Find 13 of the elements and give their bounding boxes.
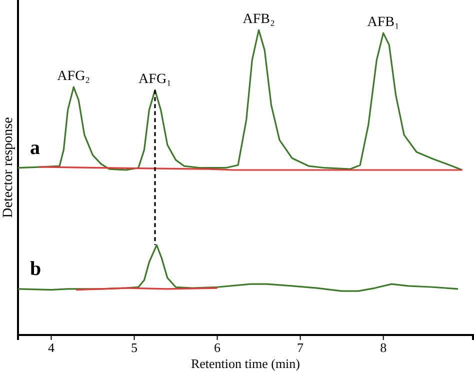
x-tick-label: 6 [214,340,222,356]
annotation: AFB₁ [367,15,400,30]
series-label: b [30,258,42,280]
y-axis-title: Detector response [1,117,16,218]
x-tick-label: 8 [380,340,387,356]
annotation: AFB₂ [242,12,275,27]
x-axis-title: Retention time (min) [190,356,300,371]
annotation: AFG₂ [57,69,90,84]
x-tick-label: 4 [48,340,55,356]
annotation: AFG₁ [138,72,172,88]
x-tick-label: 7 [297,340,304,356]
series-label: a [30,136,40,159]
x-tick-label: 5 [130,340,138,356]
